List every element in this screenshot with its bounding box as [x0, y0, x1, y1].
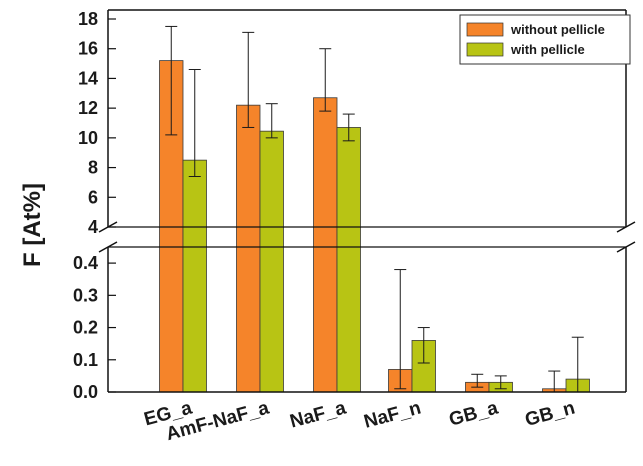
axis-break-mark-left-2 — [98, 241, 118, 253]
legend-swatch-without-pellicle — [466, 22, 504, 37]
legend-label-without-pellicle: without pellicle — [510, 22, 605, 37]
error-bars-layer — [165, 25, 584, 393]
y-tick-label: 8 — [88, 158, 98, 178]
y-tick-label: 10 — [78, 128, 98, 148]
axes-layer — [98, 9, 636, 393]
bar-amf-naf-a-without-pellicle — [236, 104, 261, 393]
y-axis-title: F [At%] — [19, 183, 46, 267]
bars-layer — [159, 60, 590, 393]
y-tick-label: 4 — [88, 217, 98, 237]
bar-amf-naf-a-with-pellicle — [259, 130, 284, 393]
bar-break-fill — [236, 226, 261, 248]
y-tick-label: 6 — [88, 187, 98, 207]
y-tick-label: 0.2 — [73, 318, 98, 338]
axis-break-mark-right-1 — [616, 221, 636, 233]
legend-label-with-pellicle: with pellicle — [510, 42, 585, 57]
y-tick-label: 16 — [78, 39, 98, 59]
bar-break-fill — [313, 226, 338, 248]
bar-break-fill — [259, 226, 284, 248]
y-tick-label: 0.1 — [73, 350, 98, 370]
y-tick-label: 12 — [78, 98, 98, 118]
axis-break-mark-right-2 — [616, 241, 636, 253]
ticks-layer: 4 6 8 10 12 14 16 18 0.0 0.1 0.2 0.3 0.4 — [73, 9, 116, 402]
y-tick-label: 18 — [78, 9, 98, 29]
bar-break-fill — [159, 226, 184, 248]
bar-eg-a-with-pellicle — [182, 159, 207, 393]
y-tick-label: 0.4 — [73, 253, 98, 273]
legend-swatch-with-pellicle — [466, 42, 504, 57]
y-tick-label: 14 — [78, 68, 98, 88]
bar-naf-a-with-pellicle — [336, 127, 361, 393]
bar-break-fill — [182, 226, 207, 248]
legend: without pellicle with pellicle — [459, 14, 631, 65]
y-tick-label: 0.0 — [73, 382, 98, 402]
y-tick-label: 0.3 — [73, 285, 98, 305]
bar-break-fill — [336, 226, 361, 248]
